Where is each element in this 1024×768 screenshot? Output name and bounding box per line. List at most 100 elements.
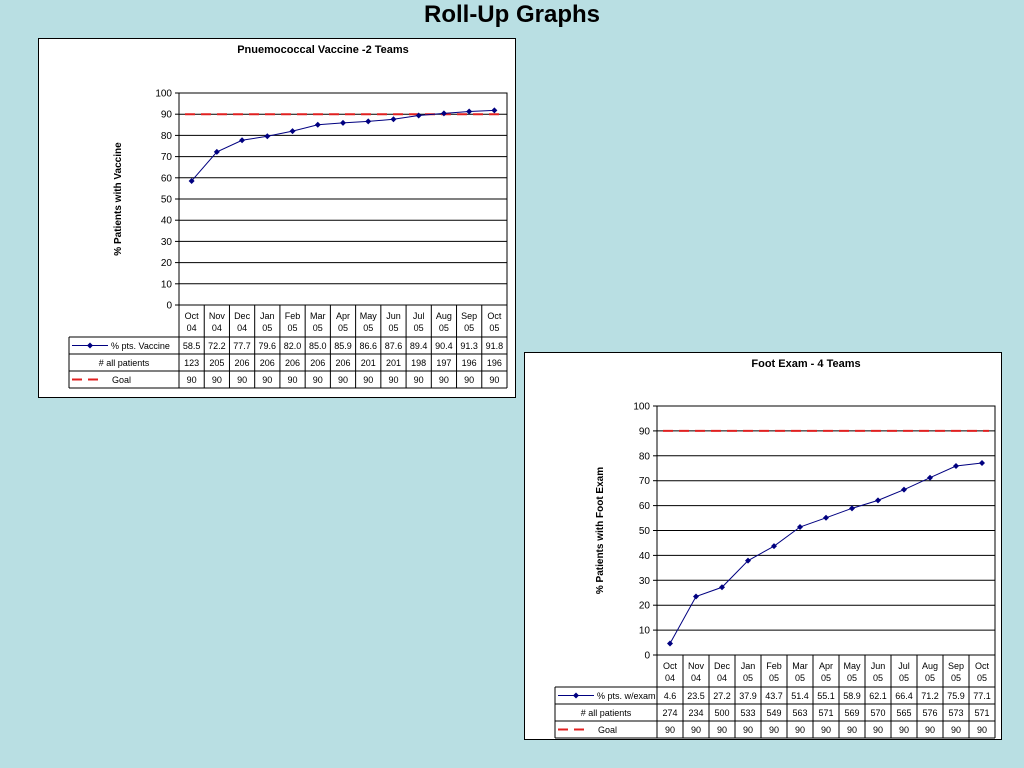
y-tick-label: 70 [639, 476, 651, 487]
data-label-series-main: 51.4 [791, 691, 809, 701]
data-point [901, 486, 907, 493]
x-tick-label-year: 04 [187, 323, 197, 333]
x-tick-label-month: Oct [975, 661, 990, 671]
data-point [849, 505, 855, 512]
data-label-goal: 90 [873, 725, 883, 735]
data-label-series-main: 90.4 [435, 341, 453, 351]
x-tick-label-year: 05 [743, 673, 753, 683]
x-tick-label-month: May [360, 311, 378, 321]
data-label-series-main: 55.1 [817, 691, 835, 701]
x-tick-label-year: 05 [414, 323, 424, 333]
data-label-goal: 90 [691, 725, 701, 735]
data-point [213, 148, 220, 155]
y-axis-label: % Patients with Foot Exam [595, 467, 606, 594]
data-label-series-main: 91.3 [460, 341, 478, 351]
data-label-patients: 201 [361, 358, 376, 368]
data-point [797, 524, 803, 531]
data-point [415, 112, 422, 119]
x-tick-label-year: 05 [338, 323, 348, 333]
x-tick-label-year: 05 [977, 673, 987, 683]
data-label-goal: 90 [313, 375, 323, 385]
data-label-patients: 563 [792, 708, 807, 718]
data-label-goal: 90 [464, 375, 474, 385]
data-label-patients: 570 [870, 708, 885, 718]
data-label-goal: 90 [925, 725, 935, 735]
y-tick-label: 10 [161, 279, 173, 290]
x-tick-label-year: 05 [847, 673, 857, 683]
x-tick-label-year: 05 [821, 673, 831, 683]
x-tick-label-month: Aug [922, 661, 938, 671]
data-label-series-main: 62.1 [869, 691, 887, 701]
x-tick-label-month: Aug [436, 311, 452, 321]
y-tick-label: 30 [639, 576, 651, 587]
x-tick-label-year: 04 [691, 673, 701, 683]
data-point [466, 108, 473, 115]
legend-marker [87, 342, 93, 349]
x-tick-label-year: 05 [899, 673, 909, 683]
chart-foot-exam: Foot Exam - 4 Teams 0 10 20 30 40 50 60 70 80 90 10… [524, 352, 1002, 740]
x-tick-label-month: Nov [688, 661, 705, 671]
data-point [340, 119, 346, 126]
x-tick-label-month: Oct [487, 311, 502, 321]
legend-label-goal: Goal [598, 725, 617, 735]
data-label-goal: 90 [439, 375, 449, 385]
y-axis-label: % Patients with Vaccine [113, 142, 124, 256]
x-tick-label-year: 05 [489, 323, 499, 333]
data-label-patients: 571 [818, 708, 833, 718]
data-label-series-main: 75.9 [947, 691, 965, 701]
data-label-series-main: 66.4 [895, 691, 913, 701]
y-tick-label: 40 [161, 216, 173, 227]
x-tick-label-month: Apr [819, 661, 833, 671]
data-label-patients: 123 [184, 358, 199, 368]
x-tick-label-month: Dec [234, 311, 251, 321]
x-tick-label-month: Sep [948, 661, 964, 671]
x-tick-label-year: 04 [212, 323, 222, 333]
y-tick-label: 70 [161, 152, 173, 163]
x-tick-label-month: Oct [185, 311, 200, 321]
data-label-goal: 90 [388, 375, 398, 385]
y-tick-label: 80 [161, 131, 173, 142]
x-tick-label-year: 05 [313, 323, 323, 333]
data-point [979, 460, 985, 467]
table-row-label: # all patients [581, 708, 632, 718]
x-tick-label-year: 05 [925, 673, 935, 683]
data-label-goal: 90 [899, 725, 909, 735]
y-tick-label: 50 [161, 195, 173, 206]
data-label-patients: 533 [740, 708, 755, 718]
x-tick-label-month: Jul [898, 661, 910, 671]
data-label-patients: 500 [714, 708, 729, 718]
data-label-goal: 90 [665, 725, 675, 735]
x-tick-label-year: 04 [665, 673, 675, 683]
x-tick-label-year: 05 [464, 323, 474, 333]
data-label-series-main: 37.9 [739, 691, 757, 701]
x-tick-label-month: Sep [461, 311, 477, 321]
data-label-patients: 206 [260, 358, 275, 368]
y-tick-label: 20 [161, 258, 173, 269]
data-label-series-main: 85.0 [309, 341, 327, 351]
data-label-series-main: 43.7 [765, 691, 783, 701]
y-tick-label: 60 [639, 501, 651, 512]
x-tick-label-year: 05 [262, 323, 272, 333]
legend-label-goal: Goal [112, 375, 131, 385]
data-label-patients: 565 [896, 708, 911, 718]
x-tick-label-year: 05 [951, 673, 961, 683]
data-point [314, 121, 321, 128]
legend-label-series: % pts. w/exam [597, 691, 656, 701]
data-label-series-main: 23.5 [687, 691, 705, 701]
data-point [693, 593, 699, 600]
x-tick-label-year: 05 [363, 323, 373, 333]
data-label-series-main: 77.1 [973, 691, 991, 701]
data-label-patients: 549 [766, 708, 781, 718]
x-tick-label-year: 05 [388, 323, 398, 333]
chart-title: Foot Exam - 4 Teams [751, 358, 860, 370]
legend-label-series: % pts. Vaccine [111, 341, 170, 351]
data-label-goal: 90 [288, 375, 298, 385]
data-label-patients: 569 [844, 708, 859, 718]
data-point [875, 497, 881, 504]
x-tick-label-year: 05 [873, 673, 883, 683]
x-tick-label-year: 05 [795, 673, 805, 683]
y-tick-label: 50 [639, 526, 651, 537]
data-label-goal: 90 [977, 725, 987, 735]
x-tick-label-month: May [843, 661, 861, 671]
data-point [491, 107, 498, 114]
